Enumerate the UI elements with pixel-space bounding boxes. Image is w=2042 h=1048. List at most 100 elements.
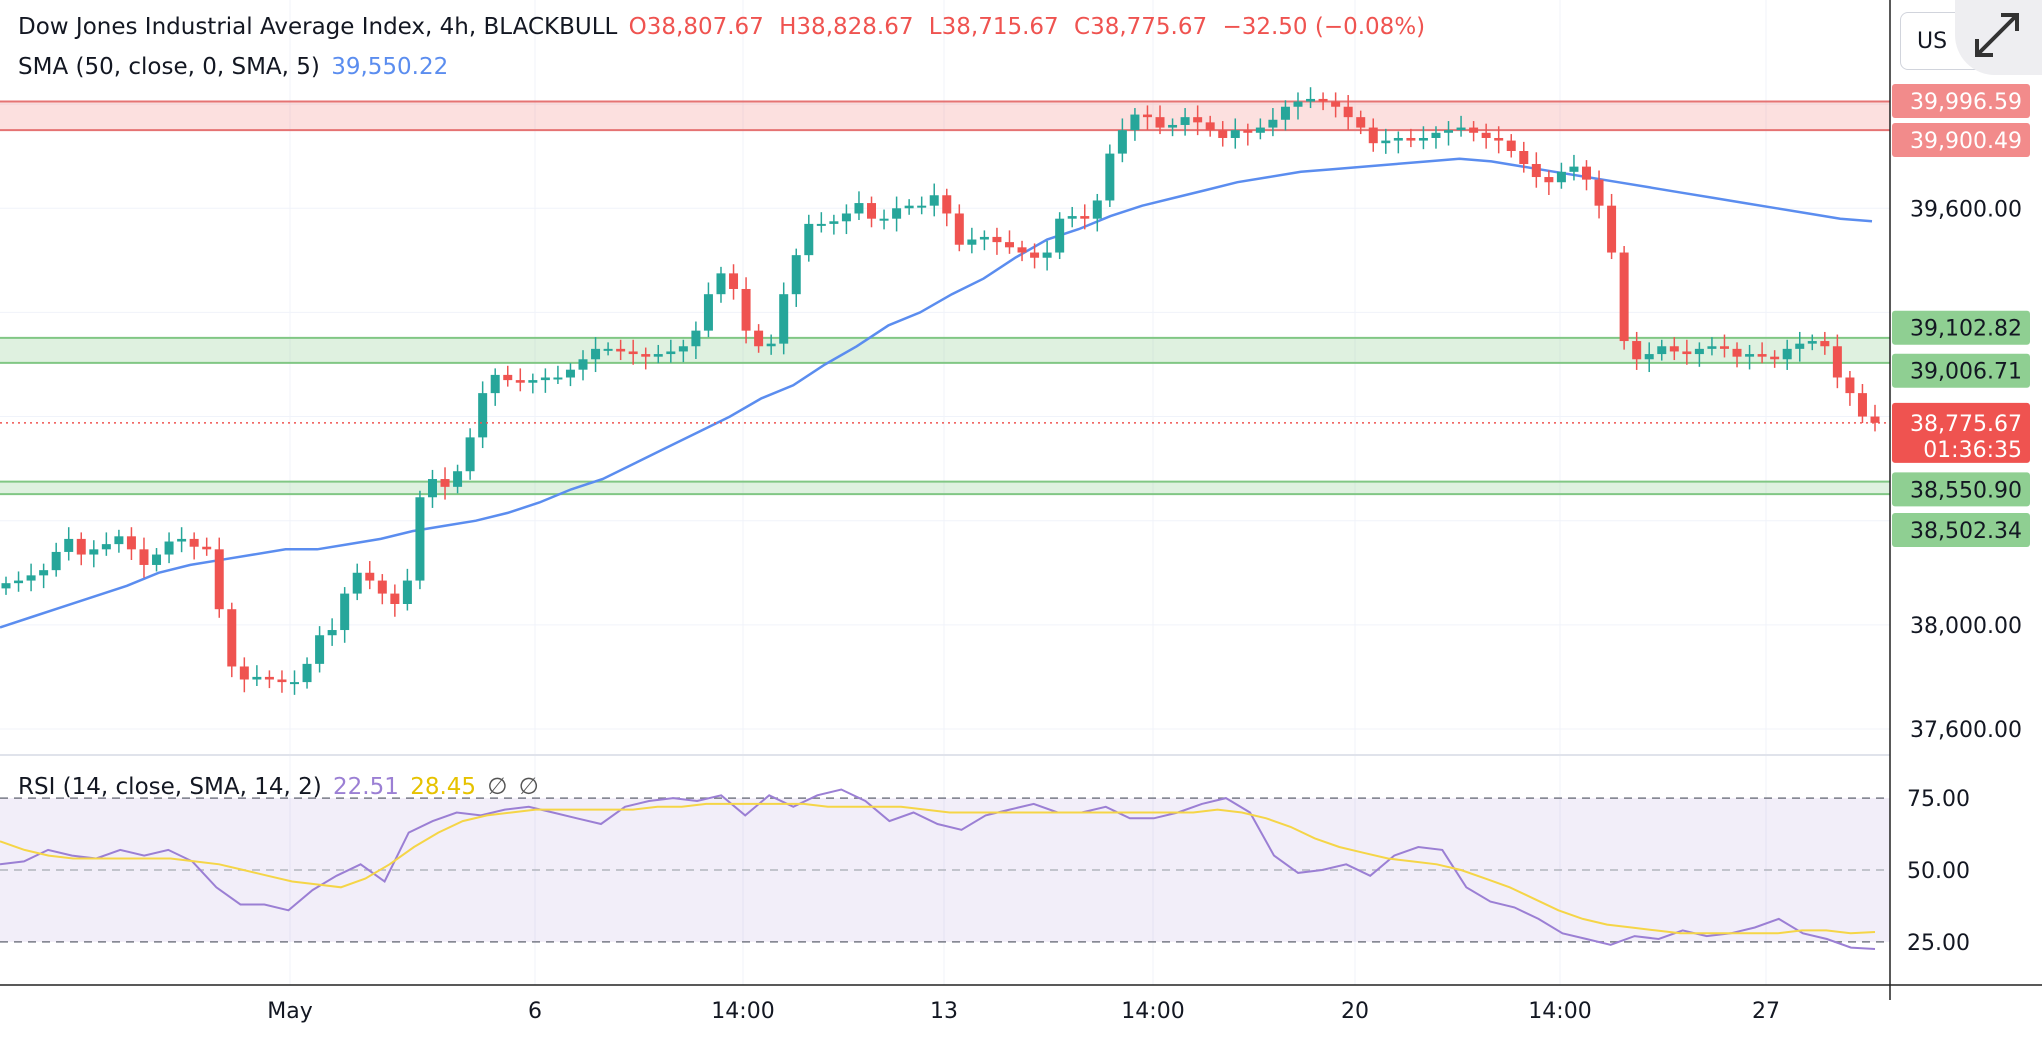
candle-body — [1581, 166, 1591, 180]
candle-body — [791, 255, 801, 295]
candle-body — [202, 546, 212, 550]
candle-body — [89, 549, 99, 555]
candle-body — [1080, 216, 1090, 219]
candle-body — [1707, 346, 1717, 349]
rsi-value: 22.51 — [333, 774, 399, 800]
candle-body — [1218, 130, 1228, 138]
sma-line — [0, 157, 1873, 629]
candle-body — [1531, 164, 1541, 178]
x-tick-label: 14:00 — [1121, 999, 1184, 1024]
candle-body — [139, 549, 149, 565]
candle-body — [729, 273, 739, 289]
candle-body — [1719, 346, 1729, 349]
symbol-header: Dow Jones Industrial Average Index, 4h, … — [18, 14, 1429, 40]
candle-body — [1506, 140, 1516, 151]
candle-body — [1130, 114, 1140, 131]
candle-body — [239, 666, 249, 680]
candle-body — [377, 580, 387, 594]
candle-body — [1732, 348, 1742, 357]
support-label-3: 38,550.90 — [1910, 478, 2022, 503]
candle-body — [653, 354, 663, 357]
candle-body — [290, 682, 300, 685]
sma-value: 39,550.22 — [331, 54, 449, 80]
candle-body — [415, 497, 425, 581]
candle-body — [691, 330, 701, 347]
y-tick-label: 38,000.00 — [1910, 614, 2022, 639]
candle-body — [528, 380, 538, 383]
candle-body — [1280, 106, 1290, 120]
candle-body — [515, 380, 525, 383]
candle-body — [453, 471, 463, 487]
candle-body — [1381, 140, 1391, 144]
support-label-2-bg — [1892, 353, 2030, 388]
candle-body — [1481, 132, 1491, 138]
candle-body — [1, 583, 11, 589]
candle-body — [51, 551, 61, 571]
candle-body — [227, 609, 237, 667]
candle-body — [26, 575, 36, 581]
candle-body — [703, 294, 713, 331]
last-price-tag — [1892, 402, 2030, 463]
expand-button[interactable] — [1955, 0, 2042, 75]
candle-body — [189, 538, 199, 547]
candle-body — [754, 330, 764, 347]
candle-body — [1230, 130, 1240, 138]
candle-body — [1444, 130, 1454, 133]
candle-body — [1745, 354, 1755, 357]
candle-body — [628, 351, 638, 355]
support-label-1: 39,102.82 — [1910, 317, 2022, 342]
sma-legend[interactable]: SMA (50, close, 0, SMA, 5) 39,550.22 — [18, 54, 452, 80]
candle-body — [465, 437, 475, 472]
candle-body — [1607, 205, 1617, 253]
candle-body — [1795, 343, 1805, 349]
candle-body — [1004, 242, 1014, 248]
null-icon-1: ∅ — [487, 774, 508, 800]
candle-body — [841, 213, 851, 222]
candle-body — [440, 479, 450, 487]
rsi-legend[interactable]: RSI (14, close, SMA, 14, 2) 22.51 28.45 … — [18, 774, 543, 800]
candle-body — [1431, 132, 1441, 138]
candle-body — [1205, 122, 1215, 131]
candle-body — [540, 377, 550, 381]
candle-body — [76, 538, 86, 555]
candle-body — [365, 572, 375, 581]
candle-body — [478, 393, 488, 438]
resistance-label-2: 39,900.49 — [1910, 129, 2022, 154]
candle-body — [390, 593, 400, 604]
rsi-label: RSI (14, close, SMA, 14, 2) — [18, 774, 322, 800]
candle-body — [1632, 341, 1642, 360]
candle-body — [1556, 171, 1566, 183]
change-value: −32.50 (−0.08%) — [1222, 14, 1426, 40]
candle-body — [64, 538, 74, 552]
candle-body — [578, 359, 588, 370]
support-label-3-bg — [1892, 472, 2030, 507]
candle-body — [1030, 252, 1040, 258]
candle-body — [1669, 346, 1679, 352]
x-tick-label: 14:00 — [711, 999, 774, 1024]
candle-body — [1820, 341, 1830, 347]
price-zones — [0, 100, 1890, 496]
candle-body — [1142, 114, 1152, 118]
candle-body — [666, 351, 676, 355]
rsi-pane — [0, 754, 2042, 950]
candle-body — [1117, 130, 1127, 154]
candle-body — [1644, 354, 1654, 360]
support-zone-lower-fill — [0, 481, 1890, 495]
x-tick-label: 14:00 — [1528, 999, 1591, 1024]
candle-body — [616, 348, 626, 352]
candle-body — [277, 679, 287, 683]
l-label: L — [928, 14, 942, 40]
rsi-tick-label: 50.00 — [1907, 859, 1970, 884]
candle-body — [1406, 137, 1416, 141]
candle-body — [1243, 130, 1253, 133]
candle-body — [1569, 166, 1579, 172]
candle-body — [1293, 101, 1303, 107]
candle-body — [879, 218, 889, 221]
candle-body — [992, 236, 1002, 243]
candle-body — [1494, 137, 1504, 141]
candle-body — [1368, 127, 1378, 144]
null-icon-2: ∅ — [518, 774, 539, 800]
countdown-label: 01:36:35 — [1923, 438, 2022, 463]
candle-body — [979, 236, 989, 240]
